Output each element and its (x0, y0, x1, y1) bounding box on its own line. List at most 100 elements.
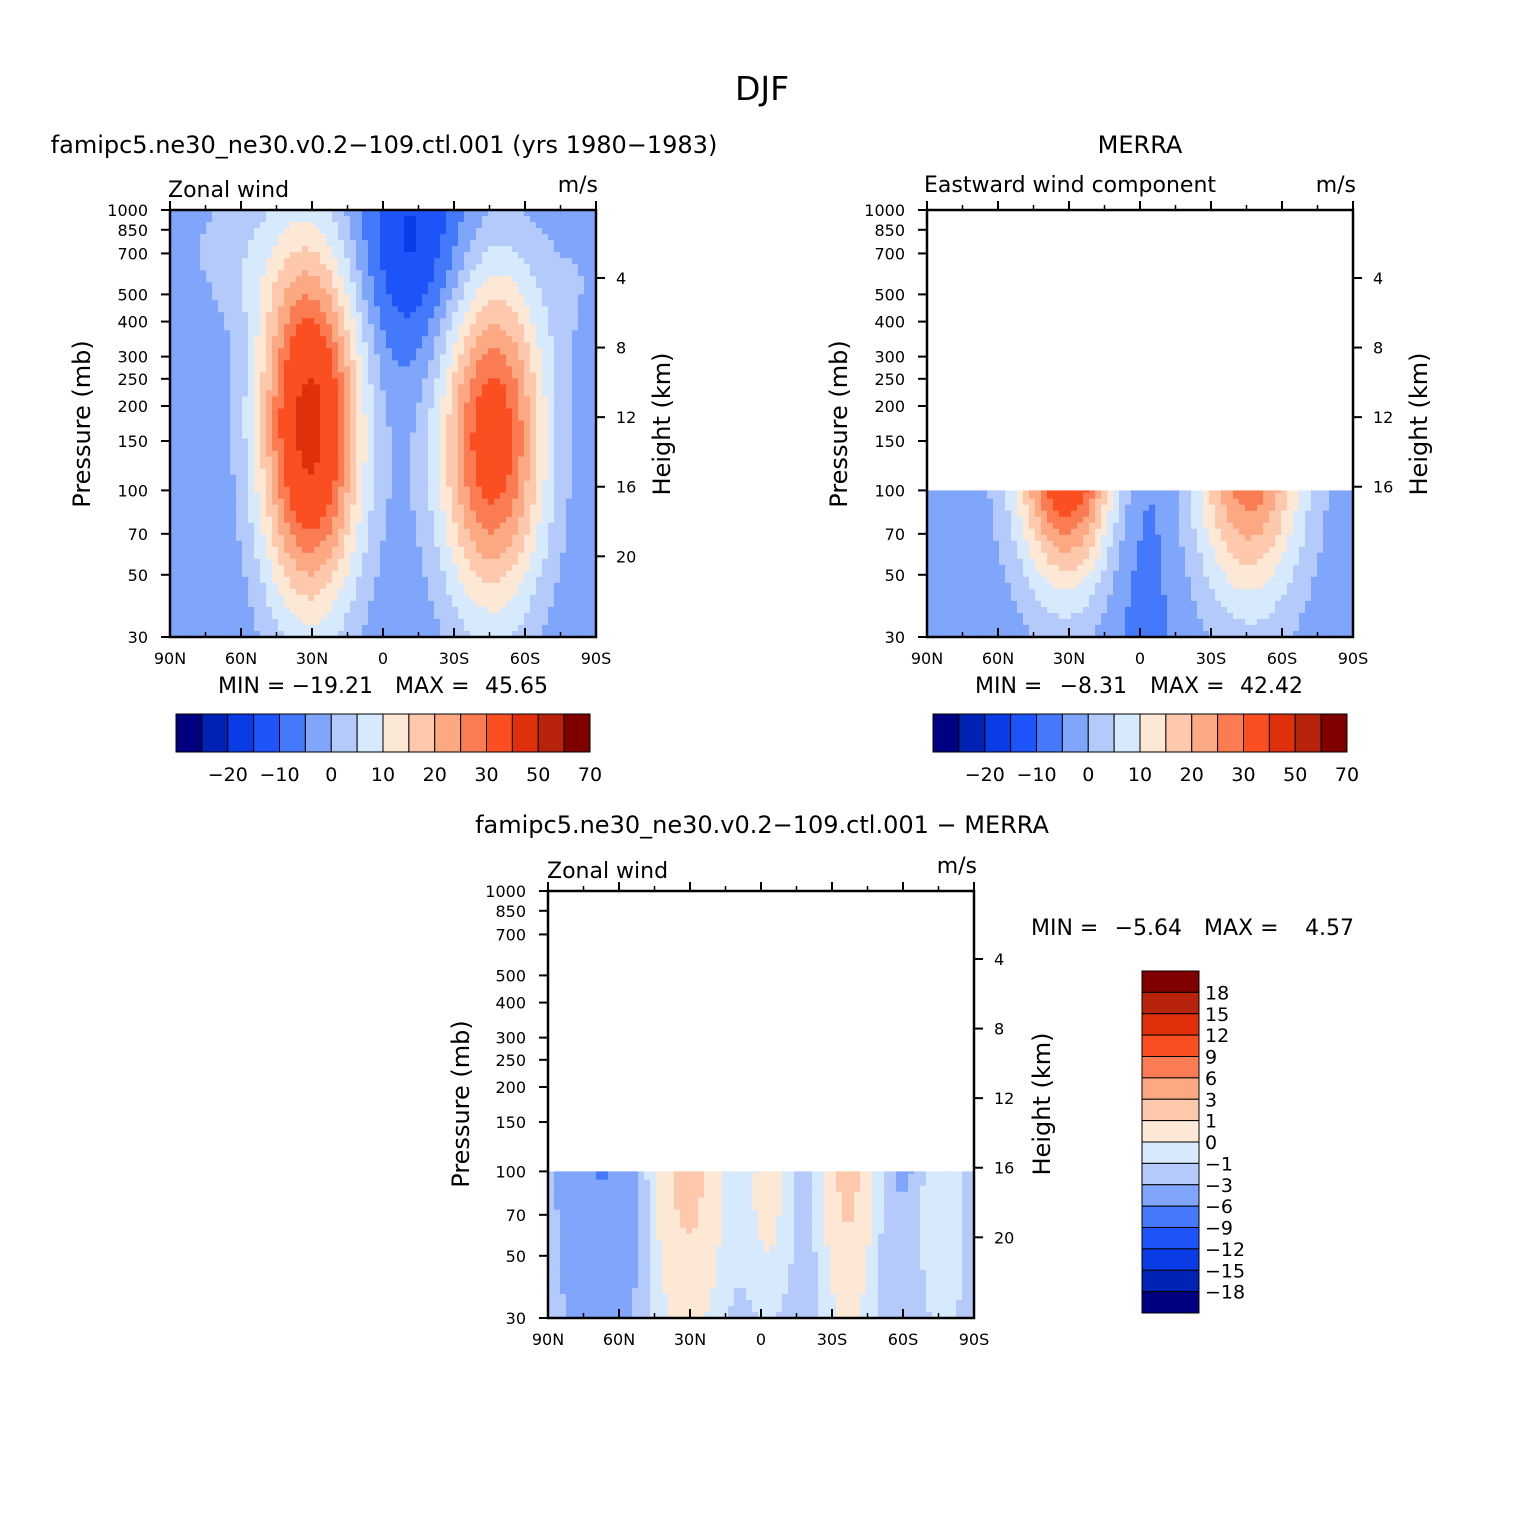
contour-cell (368, 324, 375, 331)
contour-cell (350, 360, 357, 367)
contour-cell (488, 312, 495, 319)
contour-cell (584, 558, 591, 566)
contour-cell (320, 558, 327, 566)
contour-cell (572, 534, 579, 542)
contour-cell (272, 366, 279, 373)
contour-cell (278, 618, 285, 626)
contour-cell (392, 534, 399, 542)
contour-cell (230, 558, 237, 566)
contour-cell (236, 354, 243, 361)
contour-cell (410, 300, 417, 307)
contour-cell (410, 618, 417, 626)
contour-cell (458, 480, 465, 488)
contour-cell (386, 546, 393, 554)
contour-cell (254, 420, 261, 428)
contour-cell (422, 306, 429, 313)
contour-cell (206, 522, 213, 530)
contour-cell (428, 570, 435, 578)
contour-cell (590, 336, 596, 343)
contour-cell (458, 564, 465, 572)
contour-cell (416, 240, 423, 247)
contour-cell (332, 420, 339, 428)
contour-cell (536, 570, 543, 578)
contour-cell (350, 402, 357, 410)
contour-cell (386, 474, 393, 482)
contour-cell (194, 504, 201, 512)
contour-cell (482, 564, 489, 572)
contour-cell (266, 366, 273, 373)
contour-cell (230, 456, 237, 464)
contour-cell (302, 282, 309, 289)
contour-cell (368, 312, 375, 319)
contour-cell (404, 288, 411, 295)
contour-cell (398, 516, 405, 524)
contour-cell (488, 606, 495, 614)
contour-cell (464, 540, 471, 548)
contour-cell (224, 492, 231, 500)
contour-cell (272, 462, 279, 470)
contour-cell (170, 360, 177, 367)
contour-cell (236, 306, 243, 313)
contour-cell (524, 210, 531, 217)
contour-cell (314, 210, 321, 217)
contour-cell (242, 318, 249, 325)
contour-cell (368, 390, 375, 398)
contour-cell (374, 438, 381, 446)
contour-cell (170, 276, 177, 283)
contour-cell (380, 270, 387, 277)
contour-cell (356, 600, 363, 608)
contour-cell (200, 288, 207, 295)
contour-cell (410, 246, 417, 253)
contour-cell (320, 234, 327, 241)
contour-cell (230, 312, 237, 319)
contour-cell (542, 492, 549, 500)
contour-cell (212, 624, 219, 632)
contour-cell (530, 570, 537, 578)
contour-cell (302, 372, 309, 379)
contour-cell (260, 234, 267, 241)
contour-cell (362, 462, 369, 470)
contour-cell (530, 492, 537, 500)
contour-cell (578, 444, 585, 452)
contour-cell (374, 378, 381, 385)
contour-cell (374, 390, 381, 398)
contour-cell (272, 324, 279, 331)
contour-cell (326, 594, 333, 602)
contour-cell (584, 540, 591, 548)
contour-cell (458, 264, 465, 271)
contour-cell (248, 588, 255, 596)
contour-cell (266, 492, 273, 500)
contour-cell (512, 324, 519, 331)
contour-cell (428, 522, 435, 530)
contour-cell (290, 348, 297, 355)
contour-cell (482, 258, 489, 265)
contour-cell (176, 390, 183, 398)
contour-cell (578, 384, 585, 392)
contour-cell (254, 252, 261, 259)
contour-cell (302, 384, 309, 392)
contour-cell (260, 270, 267, 277)
contour-cell (428, 264, 435, 271)
contour-cell (536, 384, 543, 392)
contour-cell (362, 444, 369, 452)
contour-cell (260, 564, 267, 572)
contour-cell (566, 516, 573, 524)
contour-cell (206, 330, 213, 337)
contour-cell (380, 618, 387, 626)
contour-cell (536, 228, 543, 235)
contour-cell (362, 552, 369, 560)
contour-cell (320, 330, 327, 337)
contour-cell (470, 294, 477, 301)
contour-cell (476, 222, 483, 229)
contour-cell (398, 462, 405, 470)
contour-cell (488, 564, 495, 572)
contour-cell (416, 474, 423, 482)
contour-cell (188, 474, 195, 482)
contour-cell (182, 288, 189, 295)
contour-cell (476, 402, 483, 410)
contour-cell (440, 606, 447, 614)
contour-cell (548, 462, 555, 470)
contour-cell (194, 570, 201, 578)
contour-cell (296, 456, 303, 464)
contour-cell (512, 570, 519, 578)
